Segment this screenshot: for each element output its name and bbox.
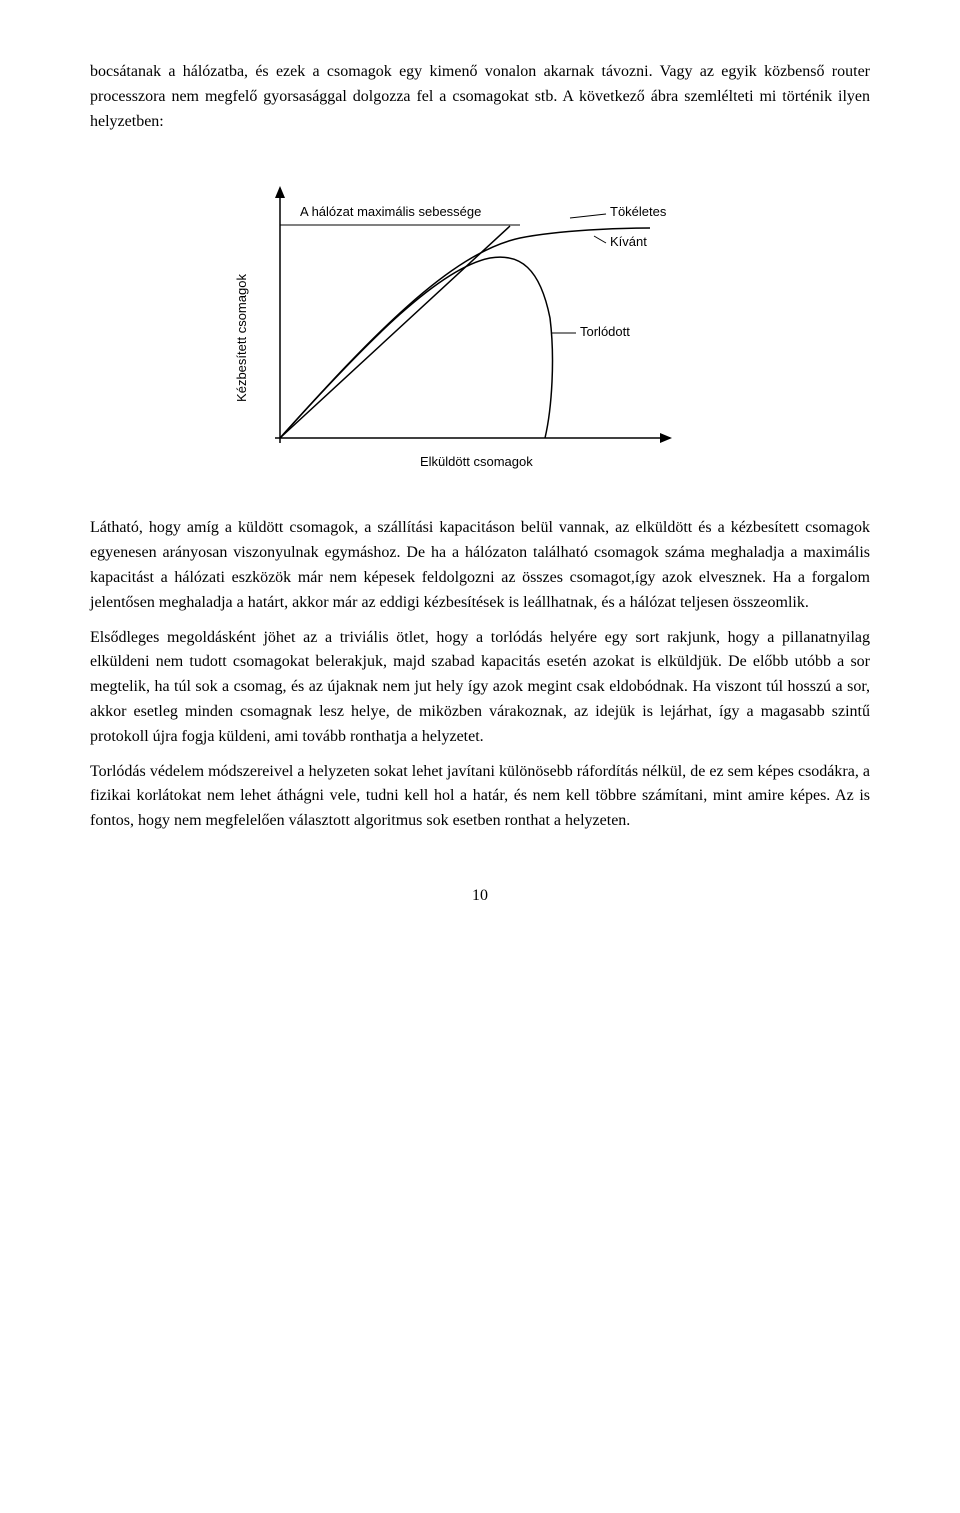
label-congested: Torlódott bbox=[580, 324, 630, 339]
label-desired: Kívánt bbox=[610, 234, 647, 249]
label-perfect: Tökéletes bbox=[610, 204, 667, 219]
paragraph-queue: Elsődleges megoldásként jöhet az a trivi… bbox=[90, 626, 870, 750]
page-number: 10 bbox=[90, 884, 870, 909]
leader-perfect bbox=[570, 214, 606, 218]
paragraph-explain: Látható, hogy amíg a küldött csomagok, a… bbox=[90, 516, 870, 615]
y-axis-arrow bbox=[275, 186, 285, 198]
leader-desired bbox=[594, 236, 606, 243]
y-axis-label: Kézbesített csomagok bbox=[234, 274, 249, 402]
curve-perfect bbox=[280, 226, 510, 438]
paragraph-conclusion: Torlódás védelem módszereivel a helyzete… bbox=[90, 760, 870, 834]
label-max-capacity: A hálózat maximális sebessége bbox=[300, 204, 481, 219]
paragraph-intro: bocsátanak a hálózatba, és ezek a csomag… bbox=[90, 60, 870, 134]
x-axis-arrow bbox=[660, 433, 672, 443]
congestion-chart: A hálózat maximális sebessége Tökéletes … bbox=[220, 158, 740, 488]
curve-congested bbox=[280, 257, 552, 438]
x-axis-label: Elküldött csomagok bbox=[420, 454, 533, 469]
